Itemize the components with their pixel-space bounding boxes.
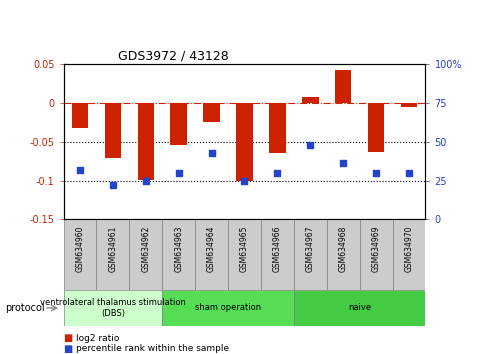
Text: ventrolateral thalamus stimulation
(DBS): ventrolateral thalamus stimulation (DBS) xyxy=(40,298,185,318)
Text: GSM634963: GSM634963 xyxy=(174,225,183,272)
Point xyxy=(404,170,412,176)
Text: GSM634966: GSM634966 xyxy=(272,225,281,272)
Text: percentile rank within the sample: percentile rank within the sample xyxy=(76,344,228,353)
Text: ■: ■ xyxy=(63,344,73,354)
Text: naive: naive xyxy=(347,303,370,313)
Bar xyxy=(63,290,162,326)
Bar xyxy=(96,219,129,290)
Bar xyxy=(392,219,425,290)
Text: GSM634965: GSM634965 xyxy=(240,225,248,272)
Bar xyxy=(63,219,96,290)
Text: GSM634967: GSM634967 xyxy=(305,225,314,272)
Text: GSM634968: GSM634968 xyxy=(338,225,347,272)
Text: log2 ratio: log2 ratio xyxy=(76,333,119,343)
Bar xyxy=(359,219,392,290)
Bar xyxy=(326,219,359,290)
Bar xyxy=(293,290,425,326)
Bar xyxy=(367,103,384,152)
Bar xyxy=(195,219,227,290)
Bar xyxy=(104,103,121,158)
Point xyxy=(109,182,117,188)
Point xyxy=(273,170,281,176)
Text: protocol: protocol xyxy=(5,303,44,313)
Text: GSM634962: GSM634962 xyxy=(141,225,150,272)
Bar xyxy=(170,103,186,145)
Point xyxy=(207,150,215,155)
Bar xyxy=(227,219,261,290)
Bar xyxy=(334,70,351,103)
Text: GSM634961: GSM634961 xyxy=(108,225,117,272)
Text: GSM634960: GSM634960 xyxy=(75,225,84,272)
Bar xyxy=(137,103,154,180)
Point xyxy=(142,178,149,183)
Point xyxy=(76,167,84,172)
Point xyxy=(174,170,182,176)
Bar xyxy=(203,103,220,122)
Bar xyxy=(162,219,195,290)
Bar xyxy=(162,290,293,326)
Point xyxy=(240,178,248,183)
Text: GSM634964: GSM634964 xyxy=(207,225,216,272)
Text: GSM634969: GSM634969 xyxy=(371,225,380,272)
Text: ■: ■ xyxy=(63,333,73,343)
Bar xyxy=(129,219,162,290)
Bar xyxy=(302,97,318,103)
Text: GDS3972 / 43128: GDS3972 / 43128 xyxy=(118,50,228,63)
Bar xyxy=(268,103,285,153)
Bar xyxy=(400,103,416,107)
Bar xyxy=(236,103,252,181)
Bar xyxy=(293,219,326,290)
Point xyxy=(371,170,379,176)
Point xyxy=(306,142,314,148)
Point xyxy=(339,161,346,166)
Text: GSM634970: GSM634970 xyxy=(404,225,413,272)
Bar xyxy=(261,219,293,290)
Text: sham operation: sham operation xyxy=(195,303,261,313)
Bar xyxy=(72,103,88,129)
